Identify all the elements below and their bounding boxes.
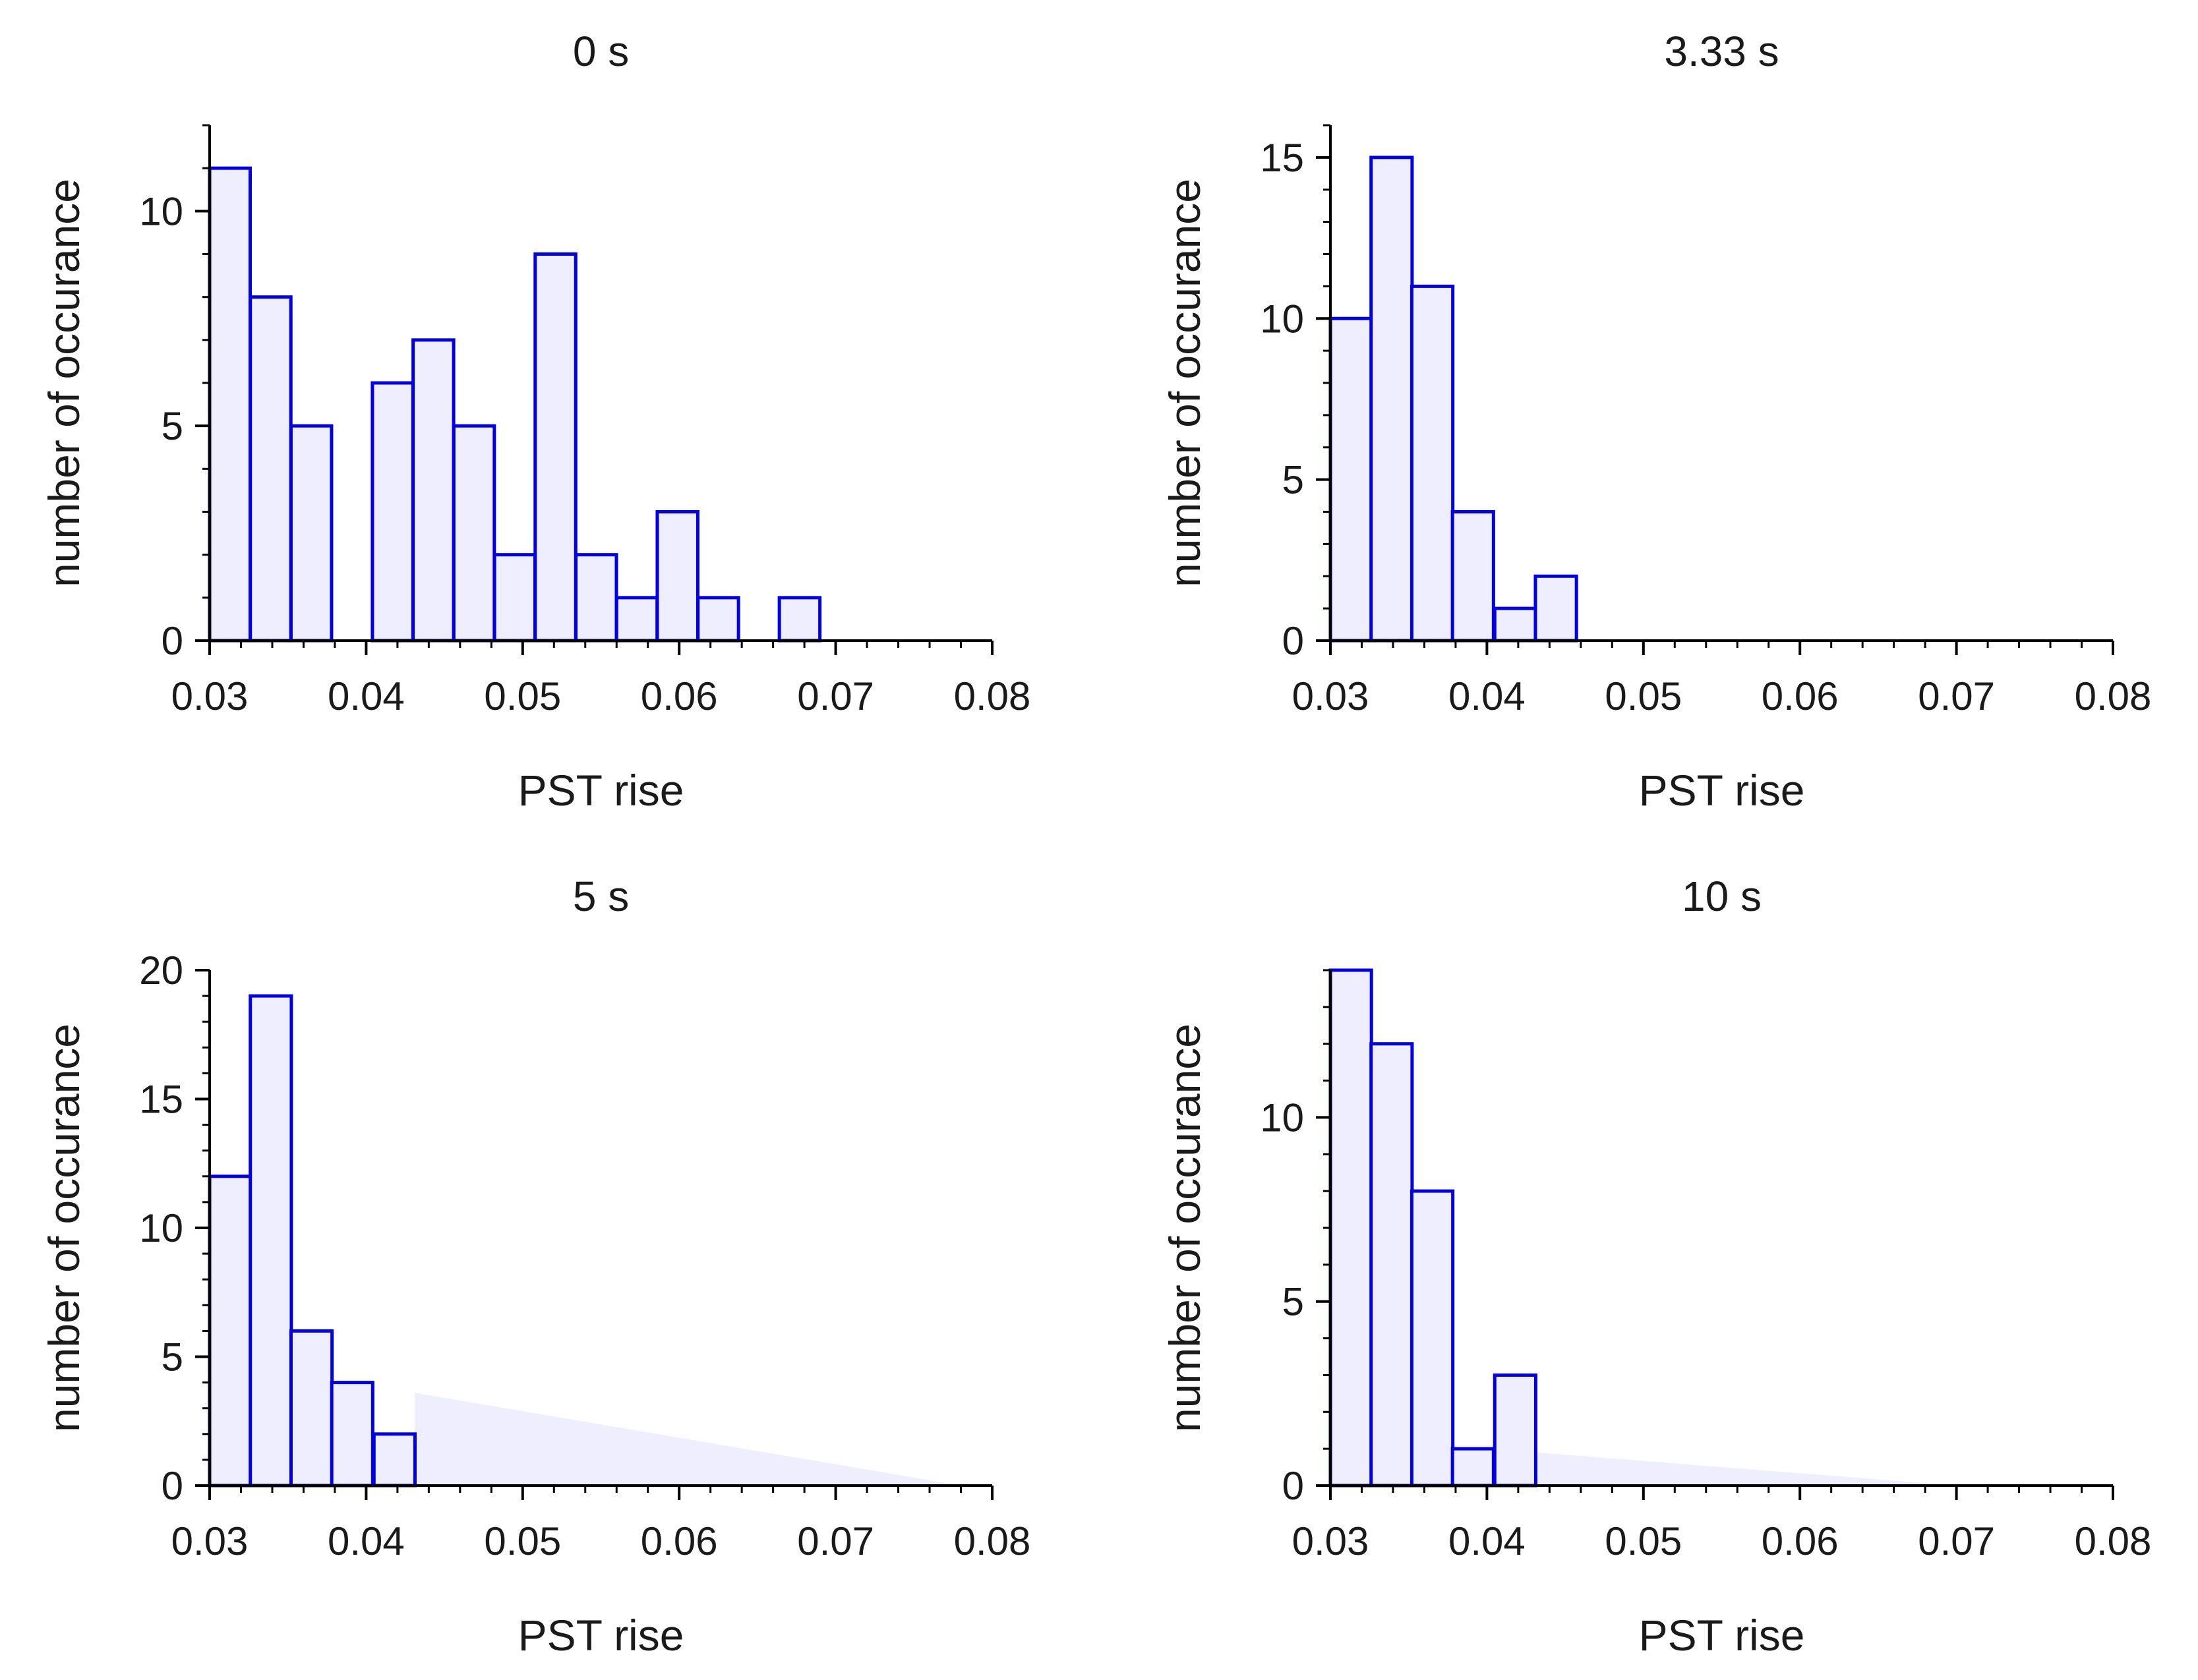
x-tick-label: 0.05 (484, 1519, 561, 1563)
histogram-bar (411, 338, 456, 643)
histogram-panel-3: 5 s 0.03 0.04 0.05 0.06 0.07 0.08 0 5 10 15 20 PST r… (40, 873, 1030, 1660)
histogram-bar (249, 994, 293, 1488)
x-tick-label: 0.03 (171, 674, 249, 718)
y-tick-label: 0 (162, 1464, 183, 1508)
histogram-bar (330, 1381, 374, 1488)
x-tick-label: 0.05 (1605, 1519, 1682, 1563)
y-tick-label: 5 (162, 1335, 183, 1379)
histogram-bar (1328, 316, 1373, 643)
histogram-bar (1493, 606, 1537, 643)
histogram-bar (249, 295, 293, 643)
chart-title: 3.33 s (1664, 28, 1779, 75)
histogram-bar (1493, 1373, 1537, 1488)
x-tick-label: 0.06 (641, 1519, 718, 1563)
x-tick-label: 0.04 (328, 674, 405, 718)
histogram-bar (655, 510, 699, 643)
x-tick-label: 0.08 (954, 674, 1031, 718)
y-tick-label: 10 (1260, 297, 1304, 341)
x-tick-label: 0.05 (484, 674, 561, 718)
y-tick-label: 15 (139, 1078, 183, 1122)
y-axis-label: number of occurance (40, 179, 88, 587)
x-tick-label: 0.07 (1918, 1519, 1995, 1563)
x-tick-label: 0.03 (1292, 1519, 1369, 1563)
x-axis-label: PST rise (518, 766, 684, 815)
y-axis-label: number of occurance (1160, 179, 1209, 587)
y-tick-label: 15 (1260, 136, 1304, 180)
y-tick-label: 10 (139, 189, 183, 233)
histogram-bar (1450, 510, 1495, 643)
x-tick-label: 0.06 (1762, 674, 1839, 718)
histogram-bar (289, 424, 334, 643)
y-axis-label: number of occurance (1160, 1024, 1209, 1432)
x-tick-label: 0.03 (171, 1519, 249, 1563)
x-tick-label: 0.06 (641, 674, 718, 718)
x-tick-label: 0.07 (1918, 674, 1995, 718)
histogram-bar (289, 1329, 334, 1488)
tail-fill-area (414, 1393, 961, 1486)
histogram-bar (533, 252, 578, 643)
x-tick-label: 0.04 (1448, 1519, 1526, 1563)
histogram-bar (208, 166, 252, 643)
histogram-bar (1369, 156, 1414, 643)
x-tick-label: 0.08 (954, 1519, 1031, 1563)
histogram-bar (1410, 284, 1455, 643)
histogram-bar (452, 424, 496, 643)
histogram-bar (371, 381, 415, 643)
x-axis-label: PST rise (1639, 766, 1805, 815)
histogram-bar (1328, 968, 1373, 1488)
histogram-bar (777, 596, 822, 643)
y-tick-label: 0 (162, 619, 183, 663)
histogram-panel-1: 0 s 0.03 0.04 0.05 0.06 0.07 0.08 0 5 10 PST rise n… (40, 28, 1030, 815)
chart-title: 0 s (573, 28, 629, 75)
x-tick-label: 0.04 (1448, 674, 1526, 718)
histogram-bar (614, 596, 659, 643)
y-axis-label: number of occurance (40, 1024, 88, 1432)
y-tick-label: 10 (1260, 1095, 1304, 1140)
x-tick-label: 0.07 (797, 674, 874, 718)
histogram-bar (208, 1174, 252, 1488)
y-tick-label: 20 (139, 948, 183, 993)
y-tick-label: 10 (139, 1206, 183, 1250)
histogram-bar (372, 1432, 417, 1488)
y-tick-label: 5 (1282, 458, 1304, 502)
chart-title: 5 s (573, 873, 629, 920)
y-tick-label: 0 (1282, 1464, 1304, 1508)
x-tick-label: 0.05 (1605, 674, 1682, 718)
x-tick-label: 0.03 (1292, 674, 1369, 718)
x-axis-label: PST rise (1639, 1611, 1805, 1660)
histogram-bar (574, 553, 618, 643)
chart-title: 10 s (1682, 873, 1762, 920)
x-tick-label: 0.06 (1762, 1519, 1839, 1563)
histogram-bar (696, 596, 740, 643)
histogram-bar (1369, 1042, 1414, 1488)
x-tick-label: 0.08 (2075, 674, 2152, 718)
tail-fill-area (1535, 1452, 1957, 1486)
histogram-panel-2: 3.33 s 0.03 0.04 0.05 0.06 0.07 0.08 0 5 10 15 PST … (1160, 28, 2151, 815)
x-tick-label: 0.08 (2075, 1519, 2152, 1563)
histogram-panel-4: 10 s 0.03 0.04 0.05 0.06 0.07 0.08 0 5 10 PST rise… (1160, 873, 2151, 1660)
y-tick-label: 5 (1282, 1280, 1304, 1324)
histogram-bar (1450, 1447, 1495, 1488)
histogram-bar (492, 553, 537, 643)
histogram-bar (1410, 1189, 1455, 1488)
x-axis-label: PST rise (518, 1611, 684, 1660)
histogram-bar (1533, 574, 1578, 643)
x-tick-label: 0.04 (328, 1519, 405, 1563)
x-tick-label: 0.07 (797, 1519, 874, 1563)
y-tick-label: 5 (162, 404, 183, 448)
y-tick-label: 0 (1282, 619, 1304, 663)
